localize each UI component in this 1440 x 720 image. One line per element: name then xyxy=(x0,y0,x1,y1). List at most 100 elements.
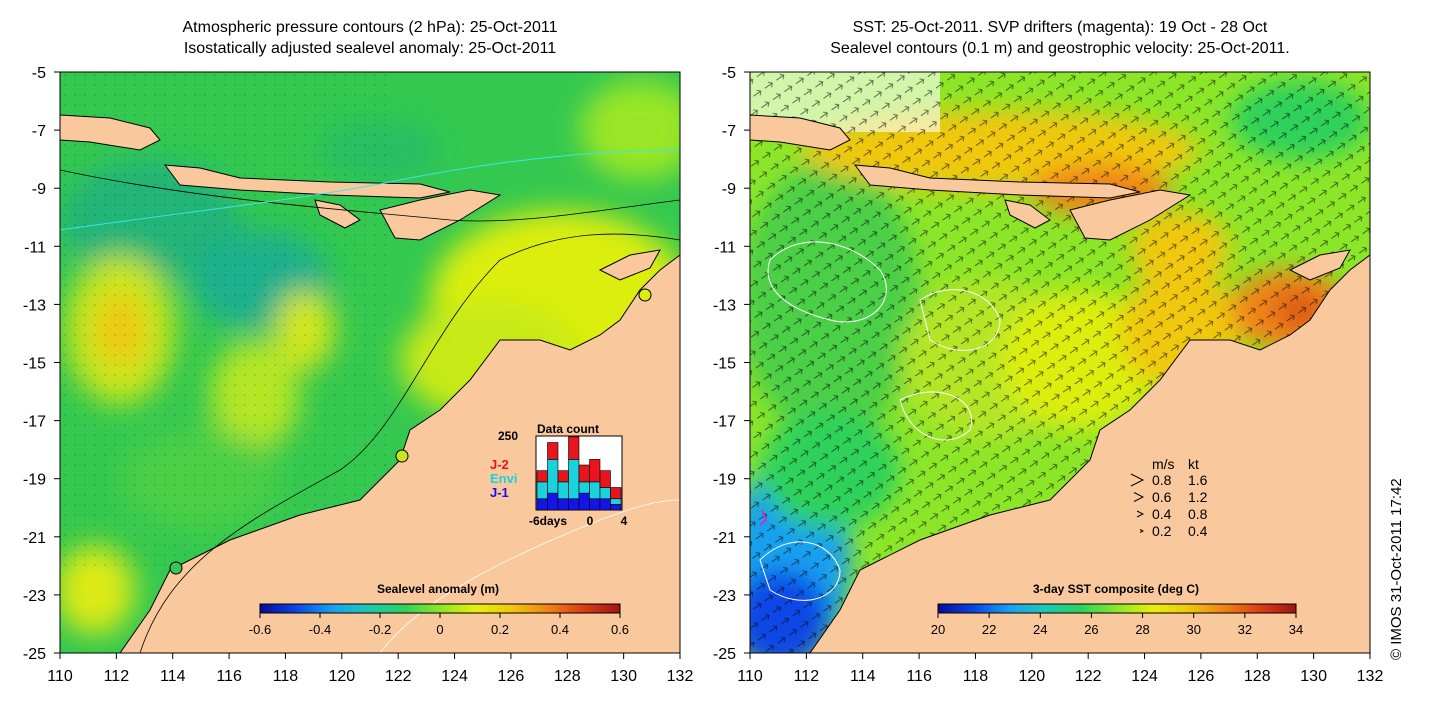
right-colorbar: 3-day SST composite (deg C) 20 22 24 26 28 30… xyxy=(931,582,1303,637)
inset-bar-envi xyxy=(568,459,580,500)
inset-bar-envi xyxy=(589,481,601,500)
y-tick-label: -11 xyxy=(24,239,46,256)
velocity-key-arrow xyxy=(1133,492,1145,502)
pressure-dots xyxy=(60,72,390,572)
x-tick-label: 110 xyxy=(737,668,763,685)
y-tick-label: -19 xyxy=(713,472,736,489)
right-map-title: SST: 25-Oct-2011. SVP drifters (magenta)… xyxy=(750,17,1370,59)
right-title-line2: Sealevel contours (0.1 m) and geostrophi… xyxy=(830,40,1290,57)
y-tick-label: -21 xyxy=(23,530,46,547)
indonesia-islands-left xyxy=(60,114,661,281)
y-tick-label: -9 xyxy=(722,181,736,198)
y-tick-label: -7 xyxy=(32,123,46,140)
y-tick-label: -5 xyxy=(722,65,736,82)
x-tick-label: 130 xyxy=(610,668,637,685)
y-tick-label: -23 xyxy=(713,588,736,605)
x-tick-label: 130 xyxy=(1300,668,1327,685)
x-tick-label: 128 xyxy=(1244,668,1271,685)
x-tick-label: 132 xyxy=(667,668,694,685)
velocity-key-kt: 0.8 xyxy=(1188,506,1208,522)
left-colorbar-label: Sealevel anomaly (m) xyxy=(377,582,499,596)
inset-bar-envi xyxy=(536,481,548,500)
inset-bar-j2 xyxy=(557,470,569,483)
x-tick-label: 116 xyxy=(906,668,932,685)
inset-bar-j2 xyxy=(610,487,622,500)
y-tick-label: -19 xyxy=(23,472,46,489)
y-tick-label: -15 xyxy=(713,356,736,373)
velocity-key-kt: 1.2 xyxy=(1188,489,1208,505)
colorbar-tick-label: 30 xyxy=(1186,622,1200,637)
y-tick-label: -15 xyxy=(23,356,46,373)
left-y-axis: -5 -7 -9 -11 -13 -15 -17 -19 -21 -23 -25 xyxy=(23,65,60,663)
velocity-key-header-ms: m/s xyxy=(1152,456,1175,472)
inset-bar-j1 xyxy=(536,498,548,511)
left-colorbar-bar xyxy=(259,603,621,614)
inset-bar-j2 xyxy=(589,459,601,483)
inset-bar-j2 xyxy=(599,470,611,488)
x-tick-label: 122 xyxy=(1075,668,1102,685)
left-x-axis: 110 112 114 116 118 120 122 124 126 128 130 132 xyxy=(47,653,693,685)
x-tick-label: 112 xyxy=(794,668,820,685)
left-map xyxy=(60,72,680,653)
x-tick-label: 118 xyxy=(963,668,989,685)
colorbar-tick-label: 0 xyxy=(436,622,443,637)
inset-legend-entry: J-1 xyxy=(490,485,509,500)
colorbar-tick-label: -0.2 xyxy=(369,622,391,637)
colorbar-tick-label: -0.6 xyxy=(249,622,271,637)
y-tick-label: -21 xyxy=(713,530,736,547)
inset-bar-j2 xyxy=(578,464,590,483)
colorbar-tick-label: 0.6 xyxy=(611,622,629,637)
inset-bar-j1 xyxy=(568,498,580,511)
right-colorbar-bar xyxy=(937,603,1297,614)
left-map-title: Atmospheric pressure contours (2 hPa): 2… xyxy=(60,17,680,59)
colorbar-tick-label: 22 xyxy=(982,622,996,637)
inset-x-label: 0 xyxy=(587,514,594,528)
inset-bar-j1 xyxy=(578,492,590,511)
data-count-ymax: 250 xyxy=(498,429,518,443)
y-tick-label: -17 xyxy=(23,414,46,431)
x-tick-label: 128 xyxy=(554,668,581,685)
inset-bar-envi xyxy=(610,498,622,505)
x-tick-label: 120 xyxy=(1018,668,1045,685)
y-tick-label: -7 xyxy=(722,123,736,140)
right-map xyxy=(750,72,1370,653)
tide-gauge-marker xyxy=(395,449,409,463)
inset-bar-j2 xyxy=(536,470,548,483)
inset-bar-j2 xyxy=(568,436,580,460)
velocity-key-header-kt: kt xyxy=(1188,456,1199,472)
y-tick-label: -25 xyxy=(713,646,736,663)
y-tick-label: -13 xyxy=(23,297,46,314)
inset-bar-envi xyxy=(578,481,590,494)
x-tick-label: 120 xyxy=(328,668,355,685)
indonesia-islands-right xyxy=(750,114,1351,281)
x-tick-label: 116 xyxy=(216,668,242,685)
colorbar-tick-label: 20 xyxy=(931,622,945,637)
y-tick-label: -25 xyxy=(23,646,46,663)
x-tick-label: 126 xyxy=(1188,668,1215,685)
right-title-line1: SST: 25-Oct-2011. SVP drifters (magenta)… xyxy=(852,19,1268,36)
velocity-key-ms: 0.6 xyxy=(1152,489,1172,505)
y-tick-label: -11 xyxy=(714,239,736,256)
x-tick-label: 132 xyxy=(1357,668,1384,685)
velocity-key-kt: 0.4 xyxy=(1188,523,1208,539)
velocity-key: m/s kt 0.8 1.60.6 1.20.4 0.80.2 0.4 xyxy=(1130,456,1208,539)
imos-credit: © IMOS 31-Oct-2011 17:42 xyxy=(1388,478,1405,660)
x-tick-label: 118 xyxy=(273,668,299,685)
left-title-line2: Isostatically adjusted sealevel anomaly:… xyxy=(183,40,557,57)
colorbar-tick-label: 28 xyxy=(1135,622,1149,637)
australia-land-left xyxy=(119,254,680,653)
x-tick-label: 122 xyxy=(385,668,412,685)
colorbar-tick-label: 34 xyxy=(1289,622,1303,637)
tide-gauge-marker xyxy=(638,288,652,302)
velocity-key-kt: 1.6 xyxy=(1188,472,1208,488)
inset-bar-j1 xyxy=(610,504,622,511)
data-count-title: Data count xyxy=(537,422,599,436)
inset-bar-j1 xyxy=(557,498,569,511)
right-x-axis: 110 112 114 116 118 120 122 124 126 128 130 132 xyxy=(737,653,1383,685)
colorbar-tick-label: 26 xyxy=(1084,622,1098,637)
x-tick-label: 124 xyxy=(1131,668,1158,685)
y-tick-label: -17 xyxy=(713,414,736,431)
y-tick-label: -13 xyxy=(713,297,736,314)
